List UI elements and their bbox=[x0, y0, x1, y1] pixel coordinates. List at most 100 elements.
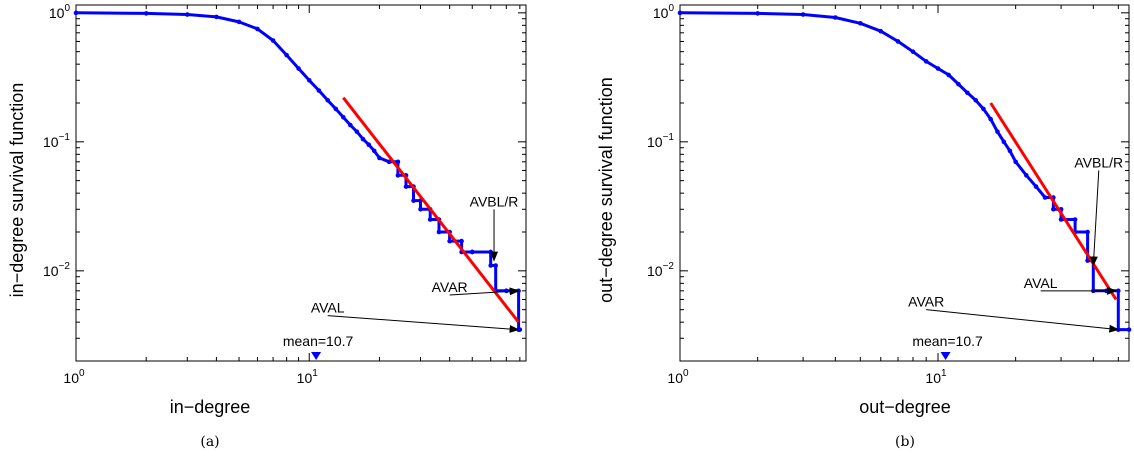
x-axis-label: in−degree bbox=[170, 397, 251, 417]
data-point bbox=[935, 66, 941, 71]
data-point bbox=[858, 20, 863, 26]
data-point bbox=[1001, 139, 1007, 145]
data-point bbox=[333, 106, 339, 112]
y-axis-label: out−degree survival function bbox=[596, 77, 616, 303]
data-point bbox=[377, 155, 382, 161]
data-point bbox=[1042, 195, 1048, 200]
mean-label: mean=10.7 bbox=[912, 333, 983, 349]
data-point bbox=[956, 81, 961, 87]
data-point bbox=[411, 198, 416, 203]
data-point bbox=[1116, 288, 1121, 294]
data-point bbox=[184, 12, 190, 17]
panel-caption: (b) bbox=[895, 434, 915, 450]
data-point bbox=[236, 19, 242, 25]
data-point bbox=[995, 129, 1000, 134]
data-point bbox=[427, 217, 433, 222]
data-point bbox=[418, 206, 423, 212]
data-point bbox=[878, 28, 884, 34]
data-point bbox=[270, 38, 276, 43]
annotation-label: AVBL/R bbox=[470, 193, 519, 209]
data-point bbox=[973, 97, 978, 103]
annotation-arrow bbox=[327, 315, 520, 333]
plot-area-frame bbox=[679, 4, 1130, 362]
data-point bbox=[1033, 184, 1039, 189]
y-tick-label: 10−1 bbox=[647, 132, 674, 150]
mean-label: mean=10.7 bbox=[283, 333, 354, 349]
data-point bbox=[403, 184, 409, 189]
data-point bbox=[360, 136, 366, 142]
fit-line bbox=[342, 96, 520, 324]
data-point bbox=[1051, 206, 1056, 212]
data-point bbox=[447, 238, 452, 244]
annotation-label: AVBL/R bbox=[1074, 154, 1123, 170]
panel-caption: (a) bbox=[200, 434, 219, 450]
data-point bbox=[73, 10, 79, 16]
y-tick-label: 10−2 bbox=[43, 261, 70, 279]
data-point bbox=[436, 229, 442, 235]
data-point bbox=[895, 39, 901, 44]
data-point bbox=[1007, 148, 1013, 154]
data-point bbox=[371, 148, 377, 154]
mean-marker bbox=[311, 352, 322, 360]
data-point bbox=[386, 159, 392, 165]
data-point bbox=[316, 88, 322, 93]
annotation-label: AVAR bbox=[432, 279, 468, 295]
data-point bbox=[800, 12, 806, 17]
y-tick-label: 10−2 bbox=[647, 261, 674, 279]
data-point bbox=[214, 14, 219, 20]
plot-area-frame bbox=[75, 4, 527, 362]
data-point bbox=[143, 11, 149, 16]
data-point bbox=[284, 52, 289, 58]
data-point bbox=[366, 142, 372, 148]
data-point bbox=[504, 288, 509, 294]
data-point bbox=[1058, 217, 1064, 222]
data-point bbox=[459, 238, 464, 244]
x-tick-label: 101 bbox=[925, 368, 947, 386]
data-point bbox=[296, 66, 301, 71]
y-axis-label: in−degree survival function bbox=[7, 83, 27, 298]
x-tick-label: 101 bbox=[297, 368, 319, 386]
data-point bbox=[255, 26, 260, 32]
data-point bbox=[341, 114, 346, 120]
panel-a: in−degree in−degree survival function (a… bbox=[7, 3, 527, 450]
data-point bbox=[1085, 258, 1090, 263]
fit-line bbox=[989, 102, 1118, 301]
annotation-arrow bbox=[926, 309, 1120, 333]
data-point bbox=[395, 173, 401, 178]
annotation-arrow bbox=[1089, 170, 1100, 267]
annotation-label: AVAL bbox=[1024, 275, 1058, 291]
data-point bbox=[833, 15, 838, 20]
data-point bbox=[469, 249, 475, 255]
data-point bbox=[1072, 217, 1078, 222]
data-point bbox=[965, 90, 970, 96]
data-point bbox=[348, 122, 353, 128]
data-point bbox=[306, 77, 312, 83]
data-point bbox=[988, 116, 993, 122]
data-point bbox=[488, 263, 494, 268]
data-point bbox=[1085, 229, 1090, 235]
x-tick-label: 100 bbox=[667, 368, 689, 386]
data-point bbox=[677, 10, 683, 16]
data-point bbox=[325, 97, 330, 103]
annotation-label: AVAR bbox=[908, 294, 944, 310]
panel-b: out−degree out−degree survival function … bbox=[596, 3, 1132, 450]
annotation-label: AVAL bbox=[311, 300, 345, 316]
survival-function-line bbox=[75, 11, 521, 332]
y-tick-label: 100 bbox=[49, 3, 71, 21]
y-tick-label: 10−1 bbox=[43, 132, 70, 150]
data-point bbox=[910, 49, 916, 54]
data-point bbox=[1013, 159, 1018, 165]
data-point bbox=[1126, 327, 1132, 332]
y-tick-label: 100 bbox=[653, 3, 675, 21]
mean-marker bbox=[940, 352, 951, 360]
annotation-arrow bbox=[449, 287, 520, 296]
survival-function-line bbox=[679, 11, 1129, 332]
data-point bbox=[493, 263, 498, 268]
data-point bbox=[946, 72, 951, 78]
x-tick-label: 100 bbox=[63, 368, 85, 386]
data-point bbox=[755, 11, 760, 16]
data-point bbox=[395, 159, 401, 165]
data-point bbox=[354, 129, 360, 134]
data-point bbox=[923, 59, 929, 64]
